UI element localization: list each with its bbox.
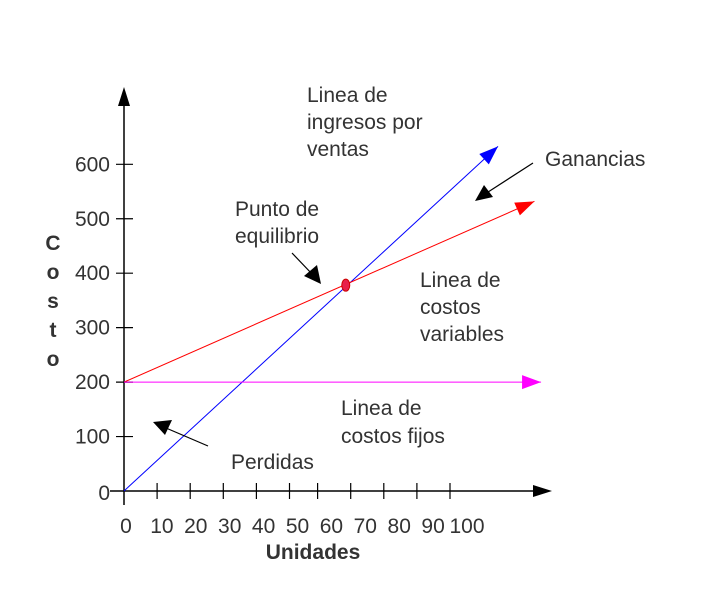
y-axis-title-letter: C <box>45 232 60 255</box>
x-axis-title: Unidades <box>266 541 361 564</box>
label-fijos-2: costos fijos <box>341 425 445 448</box>
y-tick-label: 0 <box>98 482 110 505</box>
label-perdidas: Perdidas <box>231 451 314 474</box>
y-tick-label: 500 <box>75 208 110 231</box>
series-line-0 <box>123 145 499 492</box>
y-tick-label: 300 <box>75 317 110 340</box>
label-variables-2: costos <box>420 296 481 319</box>
break-even-point <box>341 278 351 292</box>
annotations: Linea de ingresos por ventas Ganancias P… <box>45 84 645 564</box>
x-tick-label: 80 <box>388 515 411 538</box>
x-tick-label: 20 <box>184 515 207 538</box>
series-line-1 <box>123 200 535 383</box>
label-ingresos-3: ventas <box>307 138 369 161</box>
label-punto-2: equilibrio <box>235 225 319 248</box>
ganancias-pointer-arrow <box>484 162 534 195</box>
x-tick-label: 100 <box>449 515 484 538</box>
perdidas-arrowhead <box>153 420 172 435</box>
series-arrowhead-2 <box>522 375 542 390</box>
x-axis-arrow <box>533 485 552 497</box>
x-tick-label: 90 <box>421 515 444 538</box>
y-axis-arrow <box>118 87 130 106</box>
punto-arrowhead <box>304 265 321 284</box>
y-axis-title-letter: t <box>50 319 57 342</box>
perdidas-pointer-arrow <box>165 427 209 447</box>
x-tick-label: 70 <box>354 515 377 538</box>
y-axis-title-letter: o <box>47 261 60 284</box>
punto-pointer-arrow <box>291 252 314 276</box>
label-ingresos-2: ingresos por <box>307 111 423 134</box>
y-axis-title-letter: s <box>47 290 59 313</box>
y-tick-label: 400 <box>75 262 110 285</box>
label-punto-1: Punto de <box>235 198 319 221</box>
y-tick-label: 600 <box>75 153 110 176</box>
x-tick-label: 0 <box>120 515 132 538</box>
y-axis-title-letter: o <box>47 348 60 371</box>
x-tick-label: 30 <box>218 515 241 538</box>
label-ingresos-1: Linea de <box>307 84 388 107</box>
axes <box>110 87 552 505</box>
x-tick-label: 60 <box>320 515 343 538</box>
y-tick-label: 200 <box>75 371 110 394</box>
x-tick-label: 40 <box>252 515 275 538</box>
label-variables-1: Linea de <box>420 269 501 292</box>
label-fijos-1: Linea de <box>341 397 422 420</box>
label-ganancias: Ganancias <box>545 148 645 171</box>
label-variables-3: variables <box>420 323 504 346</box>
series-arrowhead-0 <box>479 146 499 165</box>
x-tick-label: 10 <box>150 515 173 538</box>
y-tick-label: 100 <box>75 426 110 449</box>
ganancias-arrowhead <box>475 185 493 201</box>
x-tick-label: 50 <box>286 515 309 538</box>
series-arrowhead-1 <box>514 201 535 216</box>
